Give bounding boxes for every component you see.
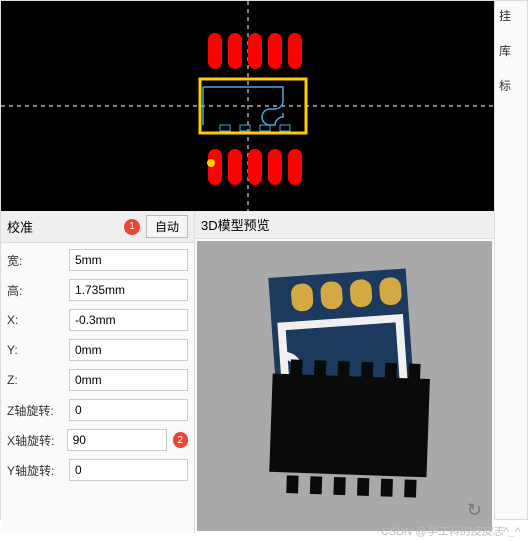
xrot-label: X轴旋转: xyxy=(7,432,67,449)
sidebar-item-3[interactable]: 标 xyxy=(499,77,523,94)
z-input[interactable] xyxy=(69,369,188,391)
yrot-input[interactable] xyxy=(69,459,188,481)
zrot-input[interactable] xyxy=(69,399,188,421)
xrot-input[interactable] xyxy=(67,429,167,451)
3d-preview-panel: 3D模型预览 ↻ xyxy=(195,211,494,533)
x-label: X: xyxy=(7,313,69,327)
z-label: Z: xyxy=(7,373,69,387)
calibration-panel: 校准 1 自动 宽: 高: X: Y: Z: Z轴旋转: X轴旋转: 2 Y轴旋转… xyxy=(1,211,195,533)
3d-preview-viewport[interactable]: ↻ xyxy=(197,241,492,531)
refresh-icon[interactable]: ↻ xyxy=(467,500,482,521)
height-label: 高: xyxy=(7,282,69,299)
3d-preview-title: 3D模型预览 xyxy=(201,215,270,234)
callout-badge-2: 2 xyxy=(173,432,188,448)
width-label: 宽: xyxy=(7,252,69,269)
yrot-label: Y轴旋转: xyxy=(7,462,69,479)
y-input[interactable] xyxy=(69,339,188,361)
sidebar-item-2[interactable]: 库 xyxy=(499,42,523,59)
callout-badge-1: 1 xyxy=(124,219,140,235)
width-input[interactable] xyxy=(69,249,188,271)
y-label: Y: xyxy=(7,343,69,357)
auto-button[interactable]: 自动 xyxy=(146,215,188,238)
x-input[interactable] xyxy=(69,309,188,331)
height-input[interactable] xyxy=(69,279,188,301)
pcb-2d-view[interactable] xyxy=(1,1,494,211)
calibration-title: 校准 xyxy=(7,217,33,236)
watermark-text: CSDN @学工科的皮皮志^_^ xyxy=(381,523,520,539)
sidebar-item-1[interactable]: 挂 xyxy=(499,7,523,24)
zrot-label: Z轴旋转: xyxy=(7,402,69,419)
right-sidebar: 挂 库 标 xyxy=(495,1,527,519)
